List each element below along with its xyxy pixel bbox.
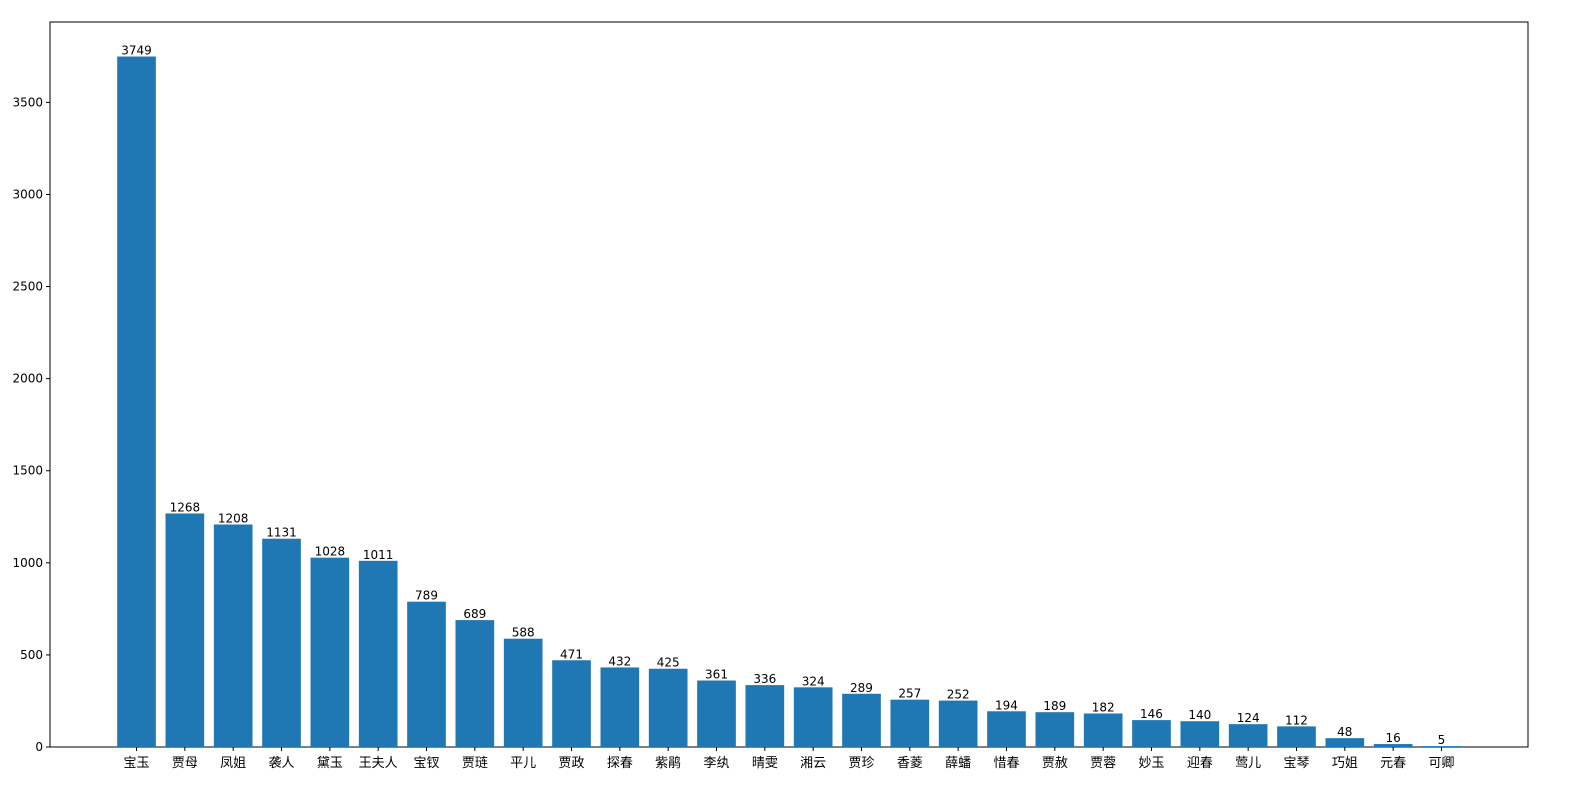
- bar: [1277, 726, 1316, 747]
- data-label: 182: [1092, 700, 1115, 714]
- bar: [407, 601, 446, 747]
- data-label: 425: [657, 656, 680, 670]
- bar: [1325, 738, 1365, 747]
- data-label: 361: [705, 668, 728, 682]
- data-label: 140: [1188, 708, 1211, 722]
- data-label: 257: [898, 687, 921, 701]
- x-tick-label: 贾赦: [1042, 755, 1068, 771]
- x-tick-label: 元春: [1380, 756, 1406, 771]
- data-label: 789: [415, 589, 438, 603]
- bar: [793, 687, 833, 747]
- x-tick-label: 宝玉: [124, 756, 150, 771]
- x-tick-label: 宝琴: [1283, 756, 1309, 771]
- y-tick-label: 1000: [12, 556, 43, 570]
- bar: [310, 557, 350, 747]
- data-label: 289: [850, 681, 873, 695]
- data-label: 189: [1043, 699, 1066, 713]
- bar: [262, 538, 301, 747]
- x-tick-label: 贾珍: [848, 756, 874, 771]
- x-tick-label: 香菱: [897, 756, 923, 771]
- bar: [552, 660, 591, 747]
- bar: [938, 700, 978, 747]
- bar: [455, 620, 495, 747]
- bar: [1083, 713, 1123, 747]
- bar: [987, 711, 1026, 747]
- bar: [1422, 746, 1461, 747]
- data-label: 588: [512, 626, 535, 640]
- x-tick-label: 妙玉: [1138, 756, 1164, 771]
- data-label: 16: [1386, 731, 1401, 745]
- data-label: 48: [1337, 725, 1352, 739]
- x-tick-label: 薛蟠: [945, 756, 971, 771]
- data-label: 124: [1237, 711, 1260, 725]
- bar: [697, 680, 736, 747]
- data-label: 432: [608, 654, 631, 668]
- bar: [600, 667, 640, 747]
- y-tick-label: 3500: [12, 95, 43, 109]
- y-tick-label: 500: [20, 648, 43, 662]
- plot-frame: [49, 21, 1529, 748]
- x-tick-label: 李纨: [703, 756, 729, 771]
- y-tick-label: 2500: [12, 280, 43, 294]
- bar: [745, 685, 785, 747]
- x-tick-label: 探春: [607, 756, 633, 771]
- bar: [648, 668, 688, 747]
- x-tick-label: 贾琏: [462, 756, 488, 771]
- bar: [358, 560, 398, 747]
- bar: [165, 513, 205, 747]
- bar: [1035, 712, 1075, 747]
- x-tick-label: 可卿: [1428, 756, 1454, 771]
- data-label: 194: [995, 698, 1018, 712]
- bar: [890, 699, 930, 747]
- y-tick-label: 3000: [12, 187, 43, 201]
- x-tick-label: 惜春: [993, 756, 1019, 771]
- y-tick-label: 0: [35, 740, 43, 754]
- data-label: 1028: [315, 545, 346, 559]
- x-tick-label: 平儿: [510, 756, 536, 771]
- data-label: 3749: [121, 44, 152, 58]
- data-label: 1208: [218, 512, 249, 526]
- data-label: 1268: [170, 500, 201, 514]
- x-tick-label: 贾蓉: [1090, 756, 1116, 771]
- x-tick-label: 湘云: [800, 756, 826, 771]
- data-label: 1131: [266, 526, 297, 540]
- x-tick-label: 晴雯: [752, 756, 778, 771]
- y-tick-label: 1500: [12, 464, 43, 478]
- x-tick-label: 王夫人: [359, 756, 398, 771]
- bar: [503, 638, 543, 747]
- x-tick-label: 贾政: [558, 756, 584, 771]
- x-tick-label: 莺儿: [1235, 756, 1261, 771]
- data-label: 5: [1438, 733, 1446, 747]
- bar: [1132, 720, 1171, 747]
- bar: [842, 693, 881, 747]
- y-tick-label: 2000: [12, 372, 43, 386]
- x-tick-label: 袭人: [269, 756, 295, 771]
- bar: [117, 56, 156, 748]
- x-tick-label: 迎春: [1187, 756, 1213, 771]
- data-label: 471: [560, 647, 583, 661]
- bar: [1180, 721, 1220, 747]
- data-label: 1011: [363, 548, 394, 562]
- data-label: 112: [1285, 713, 1308, 727]
- bar: [1228, 724, 1268, 747]
- x-tick-label: 贾母: [172, 756, 198, 771]
- data-label: 336: [753, 672, 776, 686]
- bar: [213, 524, 253, 747]
- data-label: 146: [1140, 707, 1163, 721]
- bar: [1373, 744, 1413, 747]
- data-label: 252: [947, 688, 970, 702]
- x-tick-label: 黛玉: [317, 756, 343, 771]
- x-tick-label: 凤姐: [220, 756, 246, 771]
- data-label: 324: [802, 674, 825, 688]
- data-label: 689: [463, 607, 486, 621]
- x-tick-label: 紫鹃: [655, 755, 681, 771]
- x-tick-label: 巧姐: [1332, 756, 1358, 771]
- x-tick-label: 宝钗: [414, 756, 440, 771]
